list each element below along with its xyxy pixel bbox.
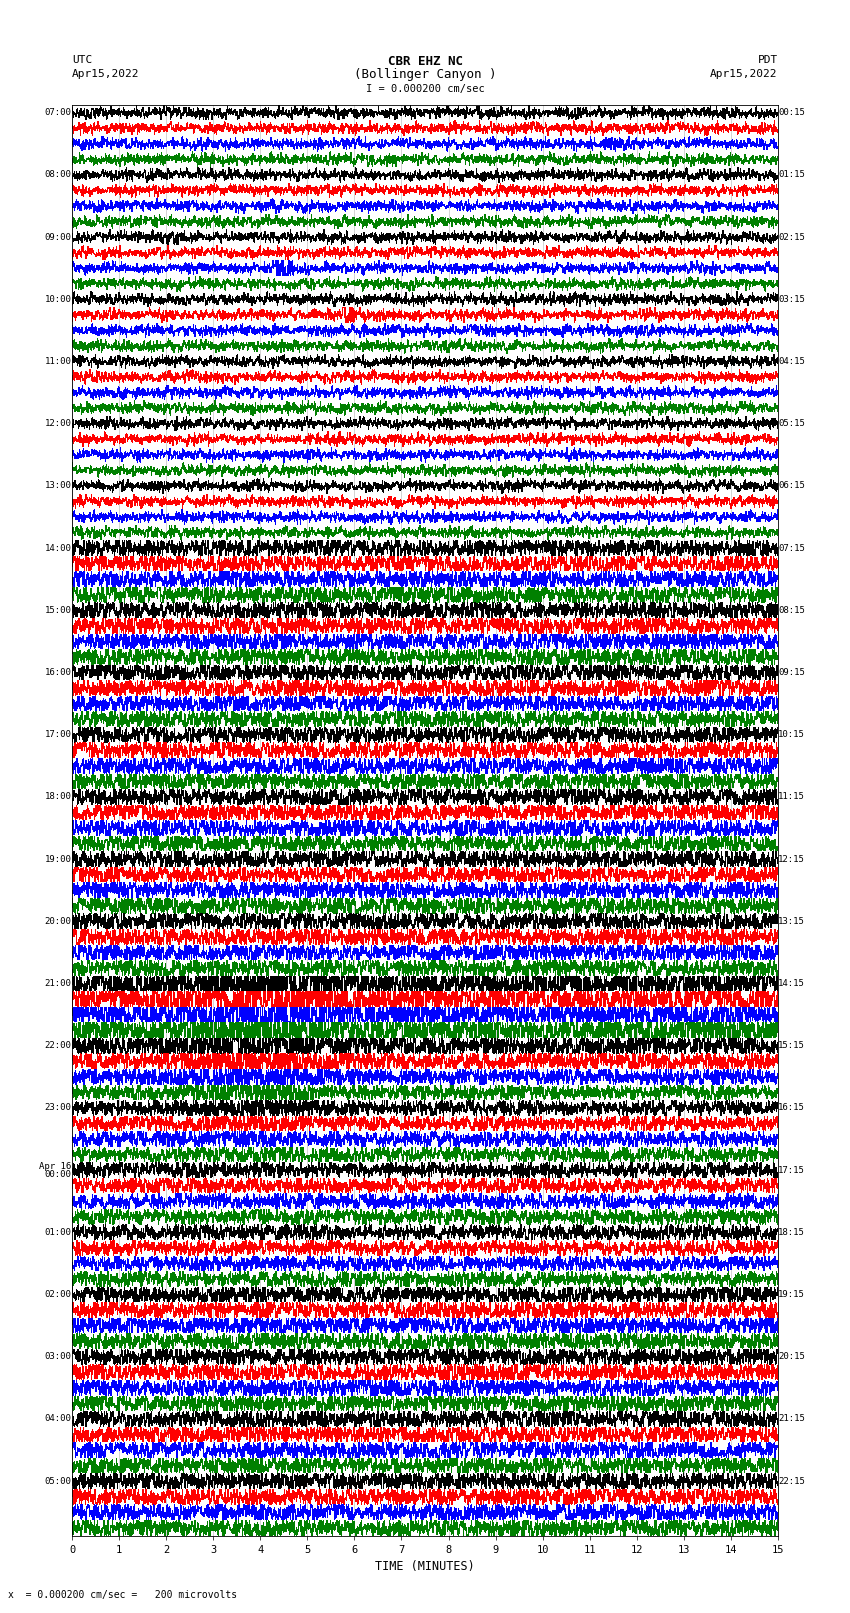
Text: Apr 16: Apr 16 — [39, 1161, 71, 1171]
Text: 01:15: 01:15 — [779, 171, 805, 179]
Text: 15:15: 15:15 — [779, 1042, 805, 1050]
Text: 17:00: 17:00 — [45, 731, 71, 739]
Text: 13:15: 13:15 — [779, 916, 805, 926]
Text: 16:15: 16:15 — [779, 1103, 805, 1113]
Text: 23:00: 23:00 — [45, 1103, 71, 1113]
X-axis label: TIME (MINUTES): TIME (MINUTES) — [375, 1560, 475, 1573]
Text: 08:15: 08:15 — [779, 606, 805, 615]
Text: 19:00: 19:00 — [45, 855, 71, 863]
Text: 17:15: 17:15 — [779, 1166, 805, 1174]
Text: 20:00: 20:00 — [45, 916, 71, 926]
Text: 16:00: 16:00 — [45, 668, 71, 677]
Text: 00:00: 00:00 — [45, 1169, 71, 1179]
Text: 05:15: 05:15 — [779, 419, 805, 427]
Text: 09:15: 09:15 — [779, 668, 805, 677]
Text: 10:00: 10:00 — [45, 295, 71, 303]
Text: Apr15,2022: Apr15,2022 — [711, 69, 778, 79]
Text: 11:00: 11:00 — [45, 356, 71, 366]
Text: 21:15: 21:15 — [779, 1415, 805, 1423]
Text: 09:00: 09:00 — [45, 232, 71, 242]
Text: 05:00: 05:00 — [45, 1476, 71, 1486]
Text: Apr15,2022: Apr15,2022 — [72, 69, 139, 79]
Text: 14:15: 14:15 — [779, 979, 805, 989]
Text: 01:00: 01:00 — [45, 1227, 71, 1237]
Text: 14:00: 14:00 — [45, 544, 71, 553]
Text: 08:00: 08:00 — [45, 171, 71, 179]
Text: 06:15: 06:15 — [779, 481, 805, 490]
Text: 22:00: 22:00 — [45, 1042, 71, 1050]
Text: 12:00: 12:00 — [45, 419, 71, 427]
Text: 13:00: 13:00 — [45, 481, 71, 490]
Text: 20:15: 20:15 — [779, 1352, 805, 1361]
Text: 15:00: 15:00 — [45, 606, 71, 615]
Text: 18:15: 18:15 — [779, 1227, 805, 1237]
Text: 03:00: 03:00 — [45, 1352, 71, 1361]
Text: 00:15: 00:15 — [779, 108, 805, 118]
Text: x  = 0.000200 cm/sec =   200 microvolts: x = 0.000200 cm/sec = 200 microvolts — [8, 1590, 238, 1600]
Text: 04:00: 04:00 — [45, 1415, 71, 1423]
Text: 02:15: 02:15 — [779, 232, 805, 242]
Text: 04:15: 04:15 — [779, 356, 805, 366]
Text: 10:15: 10:15 — [779, 731, 805, 739]
Text: UTC: UTC — [72, 55, 93, 65]
Text: 07:00: 07:00 — [45, 108, 71, 118]
Text: I = 0.000200 cm/sec: I = 0.000200 cm/sec — [366, 84, 484, 94]
Text: 19:15: 19:15 — [779, 1290, 805, 1298]
Text: 02:00: 02:00 — [45, 1290, 71, 1298]
Text: (Bollinger Canyon ): (Bollinger Canyon ) — [354, 68, 496, 81]
Text: 18:00: 18:00 — [45, 792, 71, 802]
Text: PDT: PDT — [757, 55, 778, 65]
Text: 03:15: 03:15 — [779, 295, 805, 303]
Text: 07:15: 07:15 — [779, 544, 805, 553]
Text: CBR EHZ NC: CBR EHZ NC — [388, 55, 462, 68]
Text: 12:15: 12:15 — [779, 855, 805, 863]
Text: 11:15: 11:15 — [779, 792, 805, 802]
Text: 22:15: 22:15 — [779, 1476, 805, 1486]
Text: 21:00: 21:00 — [45, 979, 71, 989]
